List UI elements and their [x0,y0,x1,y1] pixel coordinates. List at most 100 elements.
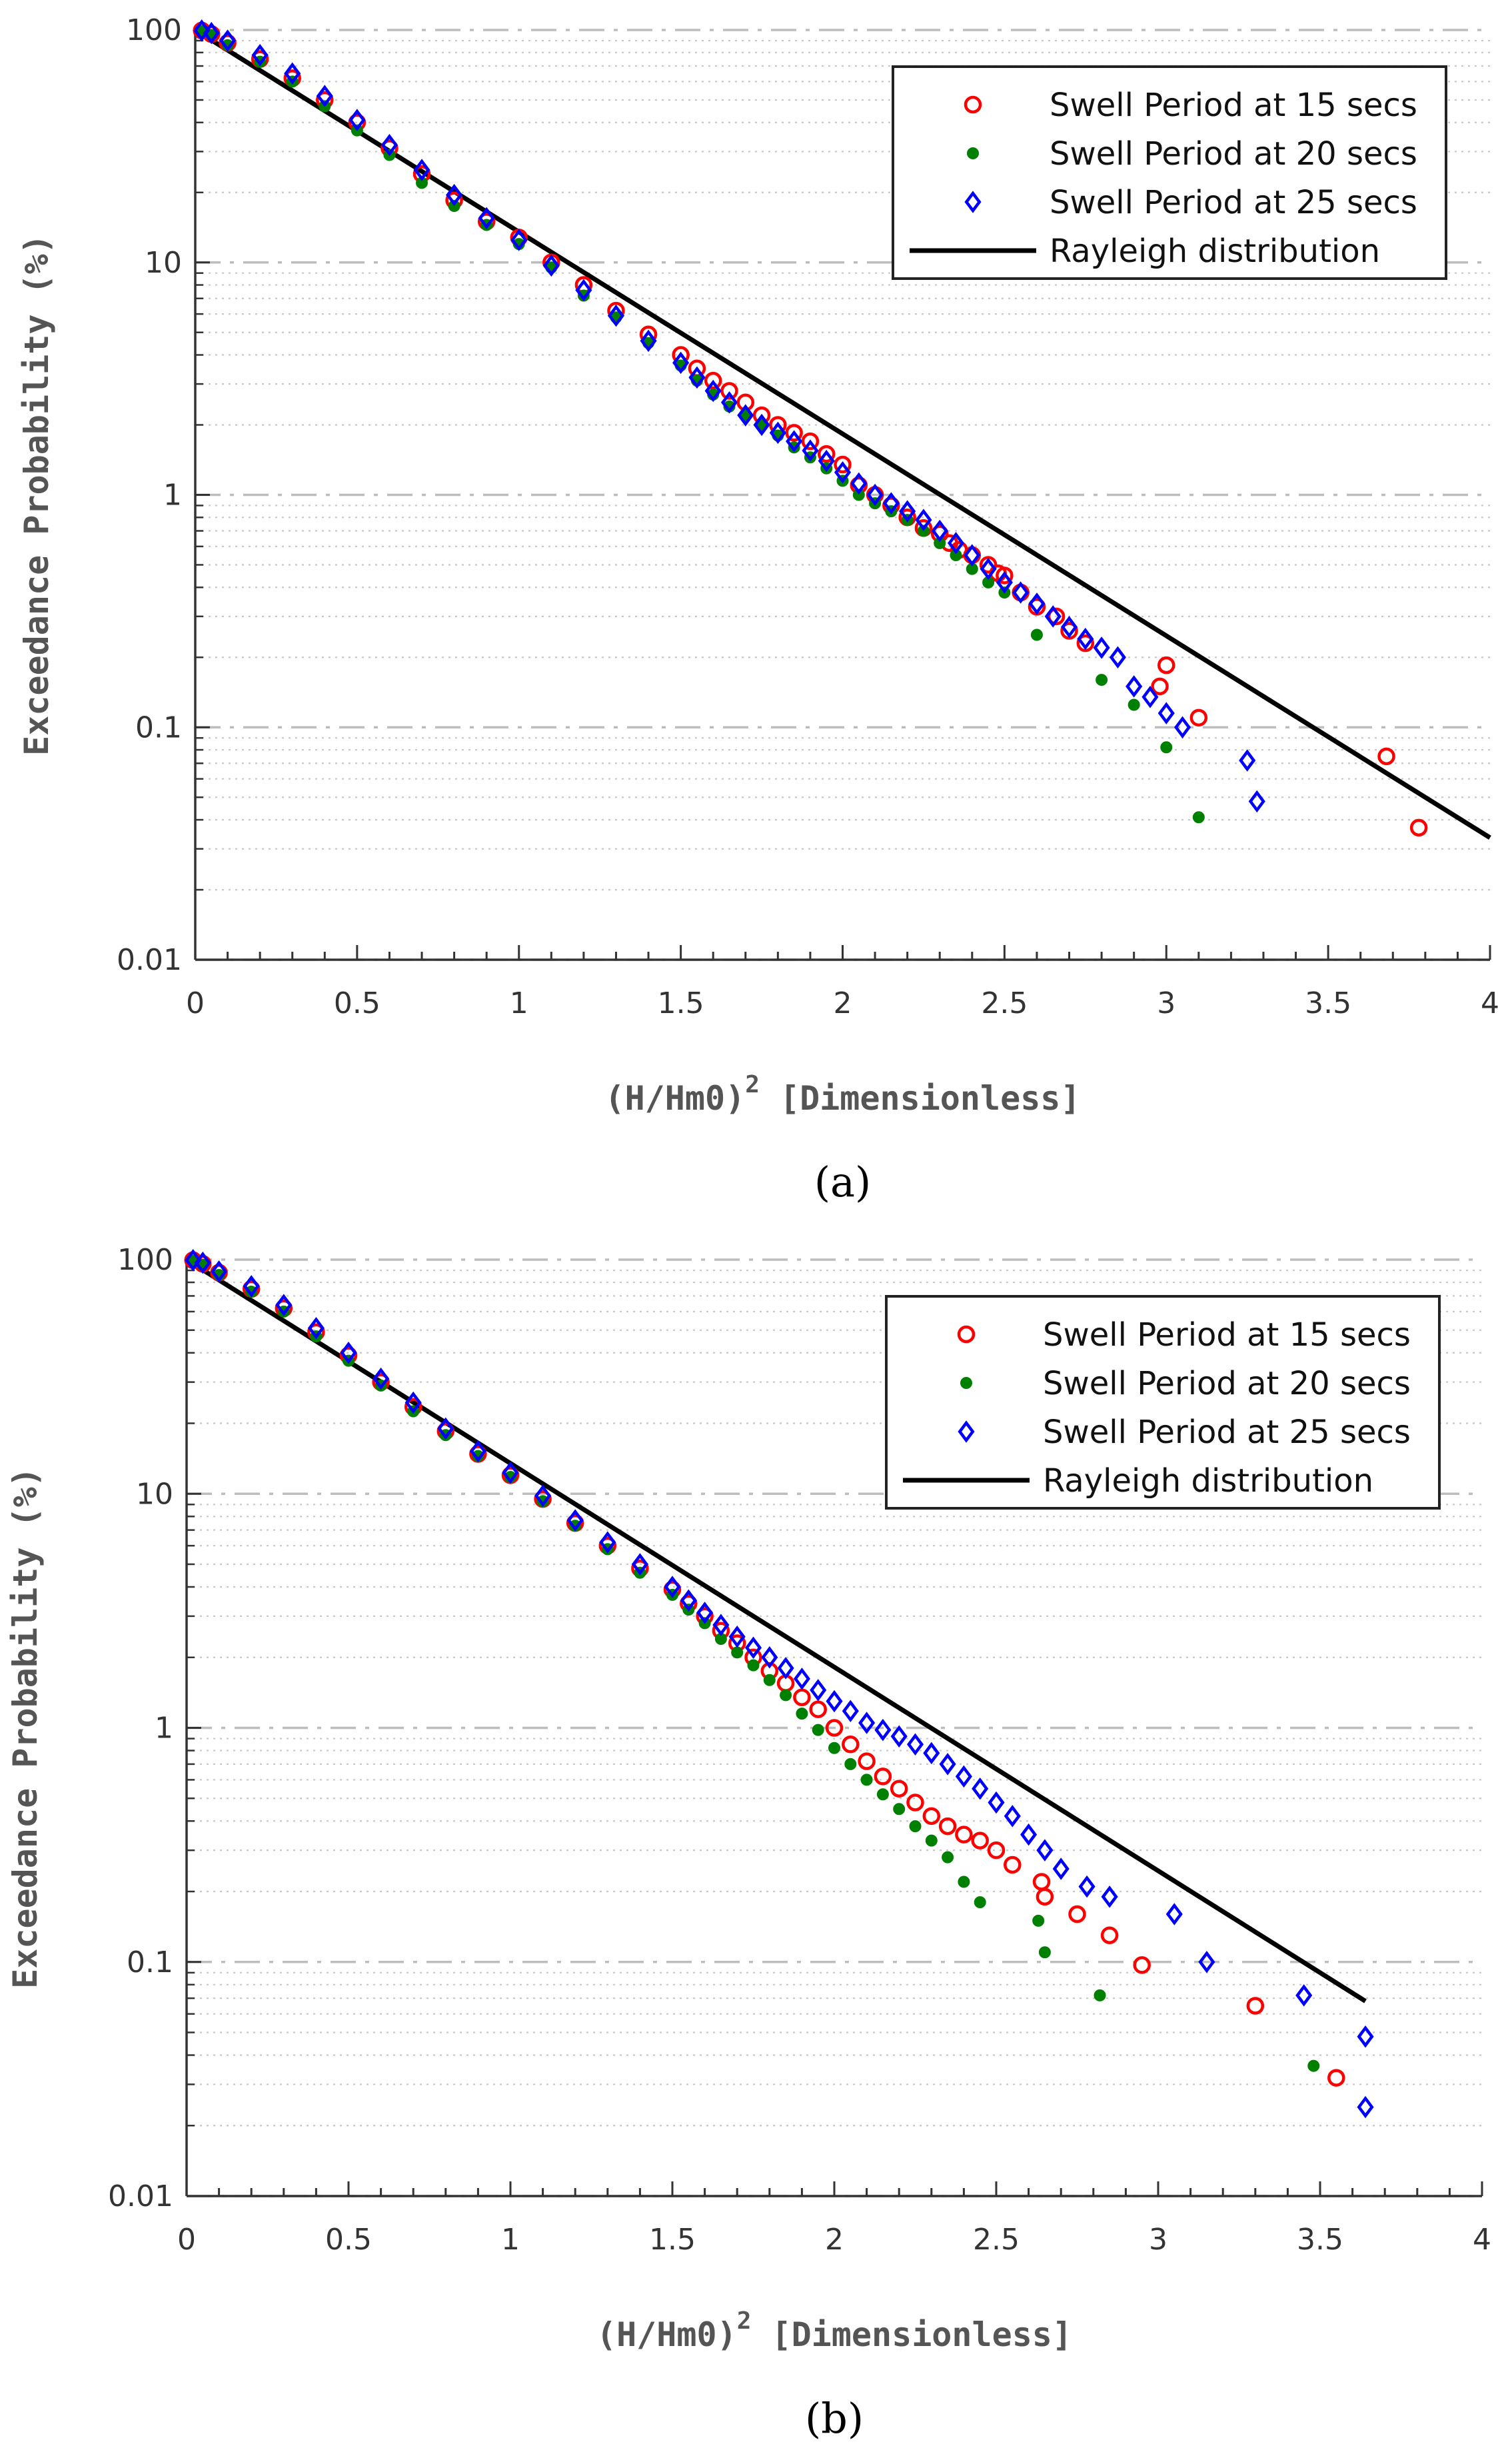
x-axis-label-superscript: 2 [737,2307,752,2335]
data-point [974,1896,986,1909]
data-point [1128,698,1140,711]
data-point [850,472,868,495]
chart-panel-b: 0 0.5 1 1.5 2 2.5 3 3.5 4 0.01 0.1 1 10 100 Exceedance… [6,1243,1491,2443]
legend-swatch-circle [964,95,982,114]
data-point [664,1576,681,1598]
y-axis-label: Exceedance Probability (%) [6,1467,45,1989]
x-tick-label: 3 [1157,986,1175,1020]
data-point [1032,1873,1051,1891]
data-point [858,1712,876,1734]
data-point [737,404,754,427]
data-point [996,567,1014,585]
x-tick-label: 2 [825,2223,844,2257]
data-point [720,391,738,414]
x-tick-label: 2.5 [981,986,1028,1020]
data-point [704,371,722,390]
legend-entry: Swell Period at 20 secs [1050,135,1417,173]
data-point [1068,1905,1086,1923]
data-point [796,1708,808,1720]
data-point [437,1417,454,1440]
data-point [842,1736,860,1754]
data-point [316,85,333,107]
data-point [1036,1839,1054,1861]
legend-swatch-diamond [958,1420,975,1443]
data-point [1096,674,1108,686]
data-point [1239,749,1256,772]
data-point [834,461,852,484]
data-point [947,532,965,555]
x-tick-label: 3.5 [1305,986,1351,1020]
y-tick-label: 0.01 [117,943,182,977]
data-point [1093,636,1110,659]
x-axis-label: (H/Hm0)2 [Dimensionless] [604,1071,1080,1118]
legend-entry: Swell Period at 25 secs [1043,1414,1411,1451]
data-point [599,1531,616,1554]
data-point [1295,1984,1313,2007]
data-point [923,1742,940,1765]
y-tick-label: 10 [136,1477,173,1511]
data-point [882,492,900,515]
data-point [510,229,528,251]
x-tick-label: 1.5 [658,986,704,1020]
data-point [931,519,948,543]
data-point [955,1765,972,1788]
data-point [958,1875,970,1888]
legend-entry: Swell Period at 20 secs [1043,1365,1411,1402]
data-point [922,1807,941,1826]
data-point [812,1724,824,1736]
data-point [696,1602,714,1624]
data-point [373,1367,390,1390]
legend-swatch-circle [957,1325,976,1344]
data-point [1157,656,1175,674]
data-point [842,1700,859,1723]
data-point [1078,1875,1096,1898]
data-point [446,183,463,207]
data-point [1004,1855,1022,1874]
data-point [1248,790,1265,813]
data-point [802,439,819,462]
legend: Swell Period at 15 secs Swell Period at 2… [885,1295,1441,1510]
data-point [469,1440,486,1463]
x-tick-label: 4 [1481,986,1499,1020]
data-point [1126,675,1143,698]
series-line-rayleigh [194,28,1491,840]
data-point [1189,708,1208,727]
data-point [942,1851,954,1863]
data-point [1030,628,1043,641]
data-point [866,483,884,507]
x-axis-label-base: (H/Hm0) [596,2315,737,2354]
data-point [284,62,301,85]
data-point [1032,1914,1045,1927]
data-point [349,109,366,131]
data-point [1101,1885,1118,1908]
x-tick-label: 1.5 [649,2223,696,2257]
data-point [1020,1823,1038,1846]
data-point [1052,1857,1070,1880]
legend-entry: Swell Period at 25 secs [1050,184,1417,221]
data-point [890,1725,908,1748]
data-point [817,445,836,463]
x-tick-label: 0.5 [325,2223,372,2257]
data-point [777,1657,794,1680]
legend-entry: Swell Period at 15 secs [1050,87,1417,124]
data-point [1198,1951,1215,1973]
y-tick-label: 0.1 [135,710,182,744]
data-point [380,133,398,157]
data-point [1036,1887,1054,1906]
legend-box [892,65,1447,280]
legend: Swell Period at 15 secs Swell Period at 2… [892,65,1447,280]
data-point [763,1674,776,1686]
data-point [1409,818,1428,837]
legend-swatch-diamond [964,191,982,213]
x-tick-label: 3 [1149,2223,1167,2257]
data-point [890,1780,908,1798]
data-point [680,1589,697,1612]
data-point [688,366,706,389]
data-point [243,1275,260,1298]
data-point [404,1391,422,1414]
data-point [793,1668,810,1690]
data-point [640,329,657,353]
data-point [925,1834,938,1847]
data-point [340,1342,357,1364]
data-point [747,1659,760,1672]
